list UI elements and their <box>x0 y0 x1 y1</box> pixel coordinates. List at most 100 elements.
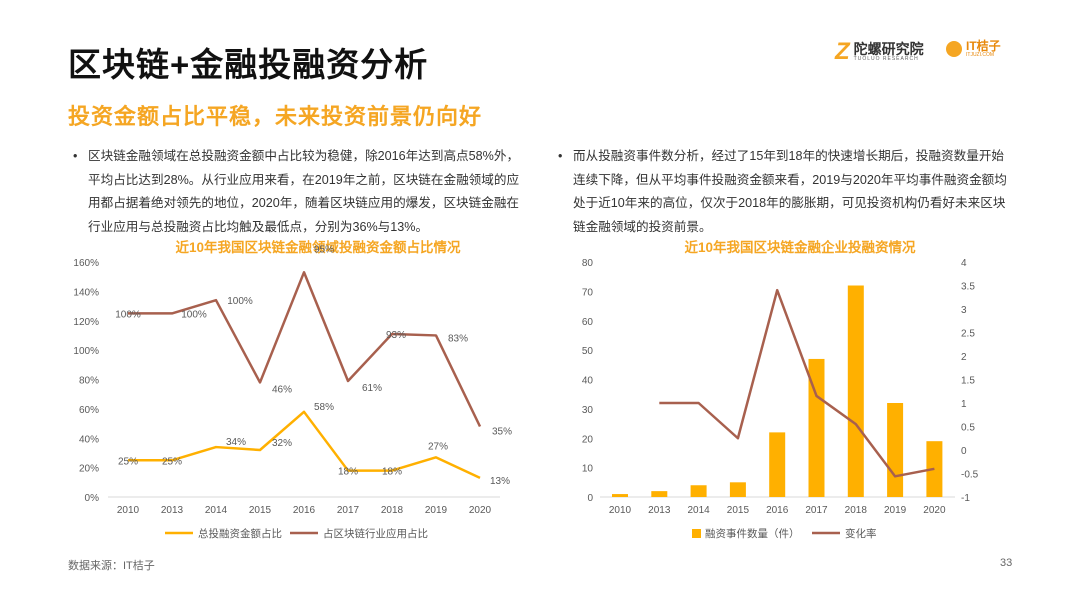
chart1-legend-label: 总投融资金额占比 <box>198 527 282 540</box>
chart2-x-tick: 2015 <box>727 505 750 516</box>
chart2-y-right-tick: 4 <box>961 258 967 269</box>
itjuzi-logo: IT桔子 ITJUZI.COM <box>946 40 1001 58</box>
chart2-x-tick: 2013 <box>648 505 671 516</box>
chart2-bar <box>887 403 904 497</box>
itjuzi-logo-text: IT桔子 <box>966 39 1001 53</box>
chart1-data-label: 25% <box>118 456 138 467</box>
chart1-data-label: 32% <box>272 438 292 449</box>
chart2-x-tick: 2016 <box>766 505 789 516</box>
chart2-y-right-tick: 3.5 <box>961 282 975 293</box>
chart1-x-tick: 2013 <box>161 505 184 516</box>
chart1-y-tick: 120% <box>73 317 99 328</box>
chart1-data-label: 100% <box>115 309 141 320</box>
page-subtitle: 投资金额占比平稳，未来投资前景仍向好 <box>68 104 483 129</box>
chart1-y-tick: 80% <box>79 376 99 387</box>
chart1-y-tick: 140% <box>73 287 99 298</box>
chart1-series-line <box>128 271 482 428</box>
chart1-data-label: 18% <box>338 467 358 478</box>
chart1-x-tick: 2018 <box>381 505 404 516</box>
chart1-data-label: 83% <box>448 333 468 344</box>
chart2-legend-label: 变化率 <box>845 527 877 540</box>
chart2-bar <box>926 441 943 497</box>
left-paragraph-text: 区块链金融领域在总投融资金额中占比较为稳健，除2016年达到高点58%外，平均占… <box>88 149 520 234</box>
chart2-legend-label: 融资事件数量（件） <box>705 527 800 540</box>
chart1-x-tick: 2015 <box>249 505 272 516</box>
chart2-bar <box>651 491 668 497</box>
tuoluo-logo-text: 陀螺研究院 <box>853 41 924 57</box>
chart2-x-tick: 2020 <box>923 505 946 516</box>
chart2-y-right-tick: 0.5 <box>961 423 975 434</box>
source-note: 数据来源：IT桔子 <box>68 560 155 572</box>
tuoluo-logo: Z 陀螺研究院 TUOLUO RESEARCH <box>835 38 924 65</box>
chart2-y-left-tick: 10 <box>582 464 594 475</box>
bullet: • <box>73 149 78 163</box>
chart2-y-left-tick: 70 <box>582 287 594 298</box>
chart2-x-tick: 2014 <box>687 505 710 516</box>
chart1-y-tick: 0% <box>85 493 100 504</box>
right-paragraph-text: 而从投融资事件数分析，经过了15年到18年的快速增长期后，投融资数量开始连续下降… <box>573 149 1007 234</box>
chart2-x-tick: 2010 <box>609 505 632 516</box>
chart2-y-right-tick: 1.5 <box>961 376 975 387</box>
tuoluo-logo-en: TUOLUO RESEARCH <box>853 56 919 62</box>
chart2-x-tick: 2017 <box>805 505 828 516</box>
chart2-bar <box>769 432 786 497</box>
chart1-data-label: 25% <box>162 456 182 467</box>
chart1-y-tick: 60% <box>79 405 99 416</box>
chart1-data-label: 18% <box>382 467 402 478</box>
chart1-series-line <box>128 410 481 480</box>
chart2-y-right-tick: 1 <box>961 399 967 410</box>
chart1-y-tick: 100% <box>73 346 99 357</box>
chart2-y-left-tick: 80 <box>582 258 594 269</box>
chart2-bar <box>847 285 864 497</box>
chart2-y-left-tick: 20 <box>582 434 594 445</box>
chart2-bar <box>808 358 825 497</box>
chart1-x-tick: 2010 <box>117 505 140 516</box>
chart2-y-left-tick: 40 <box>582 376 594 387</box>
chart2-y-left-tick: 0 <box>587 493 593 504</box>
chart1-data-label: 100% <box>227 296 253 307</box>
chart2-bar <box>729 482 746 497</box>
chart1-data-label: 100% <box>181 309 207 320</box>
itjuzi-logo-en: ITJUZI.COM <box>966 52 995 58</box>
chart1-data-label: 46% <box>272 384 292 395</box>
chart1-data-label: 61% <box>362 383 382 394</box>
chart2-y-left-tick: 60 <box>582 317 594 328</box>
chart2-y-right-tick: 3 <box>961 305 967 316</box>
chart2-x-tick: 2018 <box>845 505 868 516</box>
chart1-y-tick: 160% <box>73 258 99 269</box>
chart2-y-right-tick: 2.5 <box>961 329 975 340</box>
chart1-x-tick: 2014 <box>205 505 228 516</box>
right-paragraph: • 而从投融资事件数分析，经过了15年到18年的快速增长期后，投融资数量开始连续… <box>558 145 1011 239</box>
chart1-x-tick: 2017 <box>337 505 360 516</box>
chart2-x-tick: 2019 <box>884 505 907 516</box>
tuoluo-logo-icon: Z <box>835 38 850 65</box>
chart1-data-label: 93% <box>386 330 406 341</box>
chart2-rate-line <box>659 288 935 478</box>
chart2-y-right-tick: 2 <box>961 352 967 363</box>
page-title: 区块链+金融投融资分析 <box>68 46 429 83</box>
chart1-data-label: 27% <box>428 441 448 452</box>
chart2-y-right-tick: -0.5 <box>961 470 979 481</box>
chart2-y-right-tick: -1 <box>961 493 970 504</box>
left-paragraph: • 区块链金融领域在总投融资金额中占比较为稳健，除2016年达到高点58%外，平… <box>73 145 530 239</box>
chart1-x-tick: 2016 <box>293 505 316 516</box>
chart1-data-label: 58% <box>314 402 334 413</box>
chart2-bar <box>690 485 707 497</box>
chart1-title: 近10年我国区块链金融领域投融资金额占比情况 <box>175 240 461 255</box>
chart1-data-label: 34% <box>226 437 246 448</box>
chart1-y-tick: 40% <box>79 434 99 445</box>
chart2-title: 近10年我国区块链金融企业投融资情况 <box>684 240 916 255</box>
orange-icon <box>946 41 962 57</box>
chart2-y-right-tick: 0 <box>961 446 967 457</box>
chart1-data-label: 13% <box>490 476 510 487</box>
chart1-legend-label: 占区块链行业应用占比 <box>323 527 428 540</box>
bullet: • <box>558 149 563 163</box>
chart1-x-tick: 2019 <box>425 505 448 516</box>
chart2-bar <box>612 494 628 497</box>
chart2-y-left-tick: 30 <box>582 405 594 416</box>
page-number: 33 <box>1000 557 1013 569</box>
chart1-x-tick: 2020 <box>469 505 492 516</box>
chart1-y-tick: 20% <box>79 464 99 475</box>
chart2-legend-swatch <box>692 529 701 538</box>
